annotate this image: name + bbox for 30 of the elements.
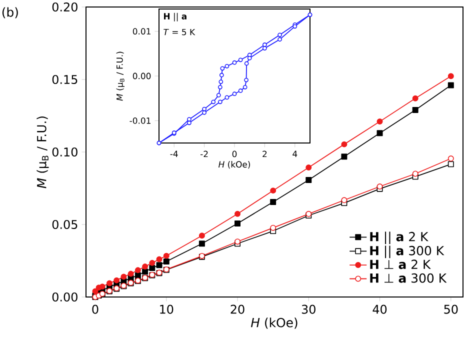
legend-label: H || a 2 K (370, 232, 428, 244)
legend-label: H ⊥ a 2 K (370, 260, 431, 270)
x-tick-label: 4 (292, 150, 298, 157)
legend-label: H ⊥ a 300 K (370, 273, 447, 283)
y-tick-label: 0.05 (52, 220, 78, 230)
x-tick-label: 40 (372, 304, 387, 314)
x-tick-label: 2 (262, 150, 267, 158)
x-tick-label: 10 (160, 304, 174, 314)
x-tick-label: 50 (444, 304, 458, 314)
x-tick-label: -2 (200, 150, 208, 158)
y-tick-label: -0.01 (130, 117, 150, 124)
y-axis-title: M (μ$_{B}$ / F.U.) (36, 116, 49, 188)
x-tick-label: -4 (170, 150, 178, 157)
x-tick-label: 0 (232, 150, 237, 158)
x-tick-label: 30 (302, 304, 316, 314)
y-tick-label: 0.15 (52, 74, 78, 84)
y-tick-label: 0.00 (132, 72, 151, 80)
x-tick-label: 20 (230, 304, 244, 314)
y-axis-title: M (μ$_{B}$ / F.U.) (116, 52, 124, 101)
annotation: H || a (164, 12, 186, 22)
x-axis-title: H (kOe) (250, 318, 298, 329)
y-tick-label: 0.00 (52, 292, 78, 302)
y-tick-label: 0.10 (52, 147, 78, 157)
text: (b) (2, 7, 18, 18)
annotation: T = 5 K (164, 28, 196, 36)
x-axis-title: H (kOe) (218, 161, 250, 169)
x-tick-label: 0 (92, 304, 98, 314)
y-tick-label: 0.01 (132, 28, 150, 35)
legend-label: H || a 300 K (370, 246, 444, 258)
y-tick-label: 0.20 (52, 2, 78, 12)
